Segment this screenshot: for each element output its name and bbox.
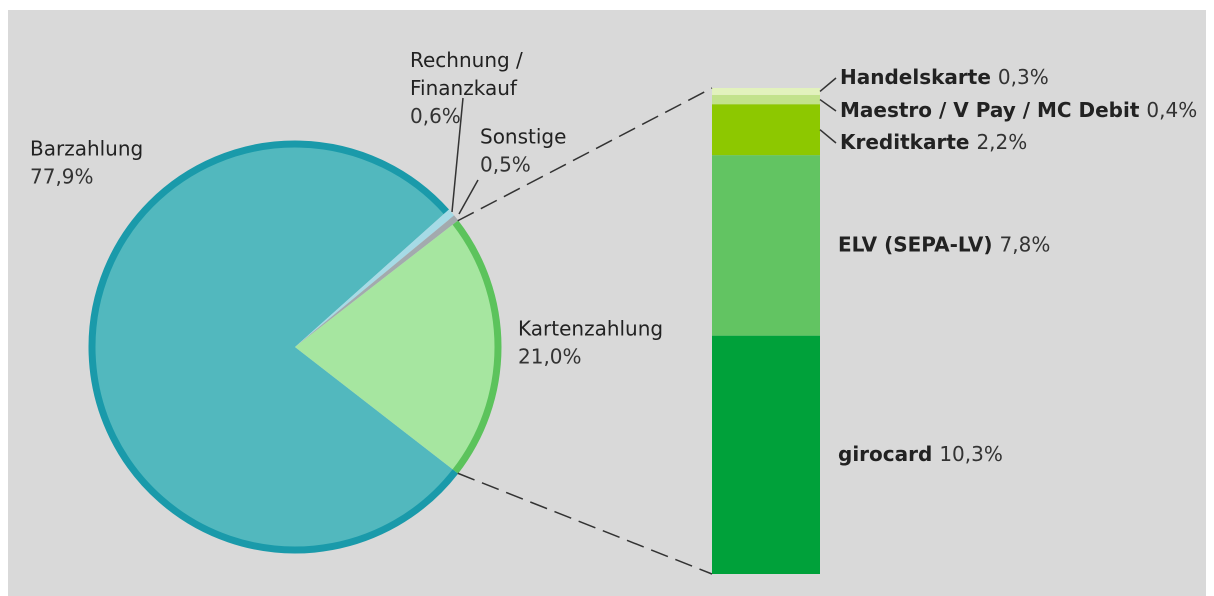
pie-edge bbox=[452, 220, 502, 474]
label-value: 0,4% bbox=[1146, 98, 1197, 122]
label-name: Kartenzahlung bbox=[518, 317, 663, 341]
label: Maestro / V Pay / MC Debit 0,4% bbox=[840, 98, 1197, 122]
pie-edge bbox=[448, 215, 459, 225]
label-name: Barzahlung bbox=[30, 137, 143, 161]
label: ELV (SEPA-LV) 7,8% bbox=[838, 232, 1050, 256]
label-name: Sonstige bbox=[480, 125, 566, 149]
label-name: Handelskarte bbox=[840, 65, 991, 89]
label: Handelskarte 0,3% bbox=[840, 65, 1049, 89]
bar-segment bbox=[712, 335, 820, 574]
label-value: 7,8% bbox=[1000, 232, 1051, 256]
label-value: 77,9% bbox=[30, 165, 94, 189]
label-value: 21,0% bbox=[518, 345, 582, 369]
bar-segment bbox=[712, 88, 820, 95]
leader-line bbox=[451, 97, 464, 213]
pie-edge bbox=[88, 140, 459, 554]
leader-line bbox=[458, 179, 479, 215]
pie-slice bbox=[295, 215, 458, 347]
pie-slice bbox=[295, 209, 454, 347]
label-name: Rechnung / Finanzkauf bbox=[410, 48, 523, 100]
bar-segment bbox=[712, 94, 820, 105]
leader-line bbox=[819, 129, 837, 144]
leader-line bbox=[819, 98, 837, 112]
label-name: Maestro / V Pay / MC Debit bbox=[840, 98, 1140, 122]
label-value: 0,5% bbox=[480, 153, 531, 177]
label: Kreditkarte 2,2% bbox=[840, 130, 1027, 154]
label-value: 2,2% bbox=[976, 130, 1027, 154]
label-value: 0,6% bbox=[410, 104, 461, 128]
label-name: girocard bbox=[838, 441, 932, 465]
connector bbox=[457, 87, 713, 222]
pie-slice bbox=[295, 220, 502, 474]
label-name: ELV (SEPA-LV) bbox=[838, 232, 993, 256]
leader-line bbox=[819, 77, 837, 93]
pie-edge bbox=[443, 209, 455, 220]
label-value: 10,3% bbox=[939, 441, 1003, 465]
label: girocard 10,3% bbox=[838, 441, 1003, 465]
bar-segment bbox=[712, 155, 820, 336]
connector bbox=[457, 472, 713, 575]
label-box: Rechnung / Finanzkauf 0,6% bbox=[410, 46, 540, 130]
label-value: 0,3% bbox=[998, 65, 1049, 89]
pie-slice bbox=[89, 141, 458, 554]
label-name: Kreditkarte bbox=[840, 130, 969, 154]
label: Rechnung / Finanzkauf 0,6% bbox=[410, 46, 540, 130]
bar-segment bbox=[712, 104, 820, 156]
